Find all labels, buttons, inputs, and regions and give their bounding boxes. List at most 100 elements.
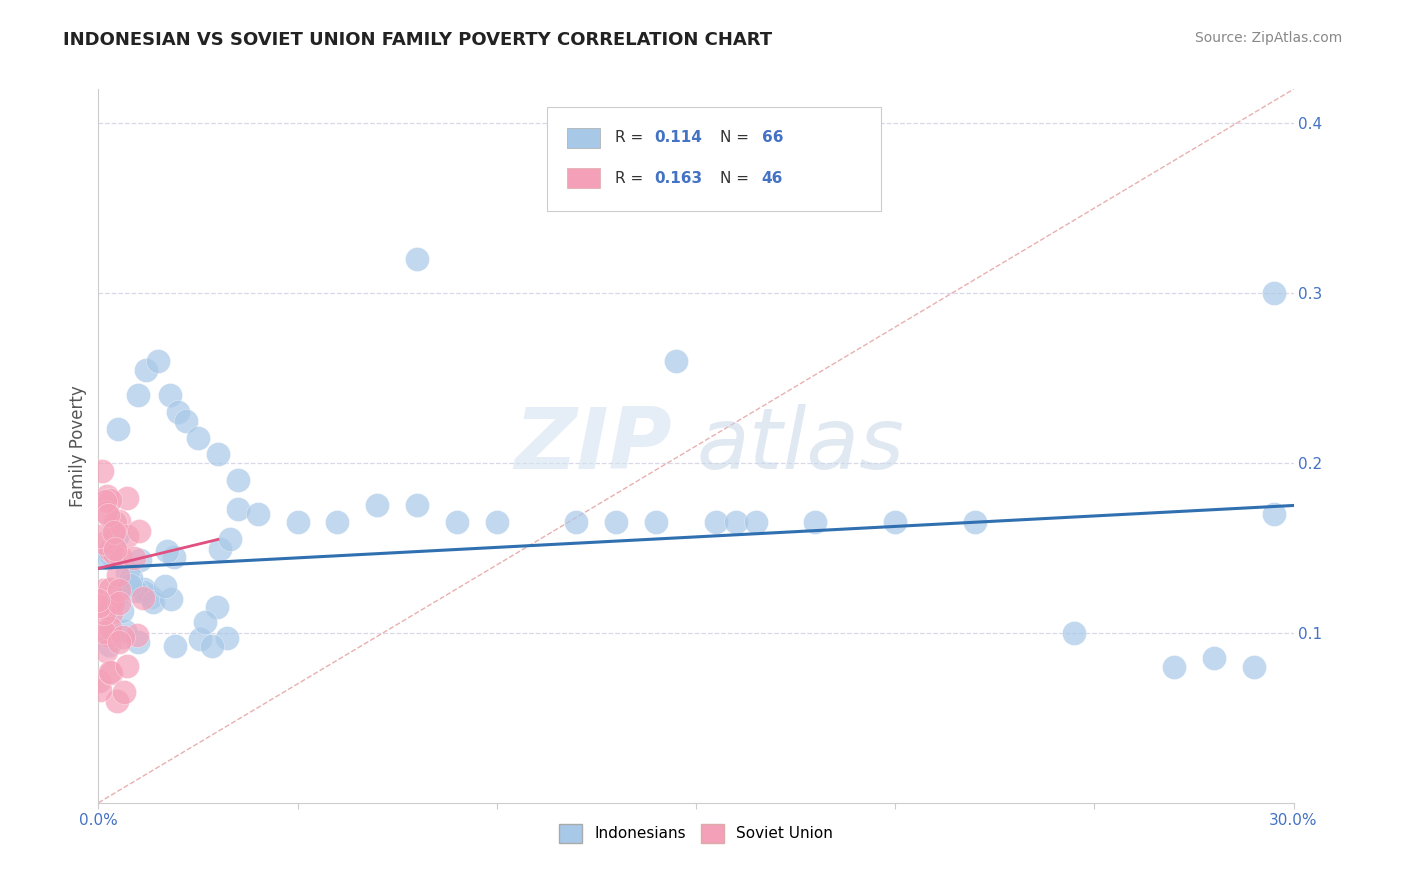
Point	[96, 644, 118, 658]
Point	[1202, 651, 1225, 665]
Point	[605, 516, 627, 530]
Point	[366, 499, 388, 513]
Point	[96, 508, 118, 522]
Point	[115, 491, 138, 505]
Point	[117, 529, 139, 543]
Point	[107, 586, 129, 600]
Point	[745, 516, 768, 530]
Point	[155, 579, 177, 593]
Point	[163, 550, 186, 565]
Point	[326, 516, 349, 530]
Point	[287, 516, 309, 530]
Point	[148, 354, 170, 368]
Y-axis label: Family Poverty: Family Poverty	[69, 385, 87, 507]
Point	[208, 542, 231, 557]
Point	[565, 516, 588, 530]
Point	[226, 473, 249, 487]
Point	[110, 604, 132, 618]
Point	[194, 615, 217, 629]
Point	[188, 632, 211, 646]
Text: INDONESIAN VS SOVIET UNION FAMILY POVERTY CORRELATION CHART: INDONESIAN VS SOVIET UNION FAMILY POVERT…	[63, 31, 772, 49]
Point	[187, 430, 209, 444]
Point	[98, 665, 121, 679]
Point	[174, 413, 197, 427]
Text: 46: 46	[762, 171, 783, 186]
Point	[118, 578, 141, 592]
Point	[1263, 507, 1285, 521]
Point	[97, 639, 120, 653]
Point	[1263, 286, 1285, 301]
Point	[665, 354, 688, 368]
Point	[131, 591, 153, 605]
Point	[97, 628, 120, 642]
Point	[89, 682, 111, 697]
Point	[105, 693, 128, 707]
FancyBboxPatch shape	[567, 128, 600, 148]
Point	[101, 524, 124, 539]
Text: 0.163: 0.163	[654, 171, 702, 186]
Point	[125, 628, 148, 642]
Point	[155, 544, 177, 558]
FancyBboxPatch shape	[567, 169, 600, 188]
Point	[108, 582, 131, 597]
Point	[91, 582, 114, 597]
Point	[100, 543, 122, 558]
Point	[160, 592, 183, 607]
Point	[406, 499, 429, 513]
Point	[103, 524, 125, 539]
Point	[167, 405, 190, 419]
Point	[107, 422, 129, 436]
Point	[89, 528, 111, 542]
Point	[132, 582, 155, 597]
Point	[645, 516, 668, 530]
Point	[485, 516, 508, 530]
Point	[103, 546, 125, 560]
Point	[91, 465, 114, 479]
Point	[1243, 660, 1265, 674]
Text: N =: N =	[720, 171, 754, 186]
Point	[127, 388, 149, 402]
Point	[108, 514, 131, 528]
Point	[159, 388, 181, 402]
Point	[104, 541, 127, 556]
Text: R =: R =	[614, 130, 648, 145]
Point	[446, 516, 468, 530]
Point	[963, 516, 986, 530]
Point	[165, 640, 187, 654]
Point	[87, 592, 110, 607]
Point	[132, 584, 155, 599]
Point	[93, 536, 115, 550]
Point	[207, 448, 229, 462]
Point	[201, 639, 224, 653]
Point	[100, 606, 122, 620]
Point	[101, 595, 124, 609]
Point	[125, 584, 148, 599]
Point	[406, 252, 429, 266]
Point	[98, 621, 121, 635]
FancyBboxPatch shape	[547, 107, 882, 211]
Point	[115, 658, 138, 673]
Point	[98, 547, 121, 561]
Point	[207, 599, 229, 614]
Point	[120, 571, 142, 585]
Point	[111, 630, 134, 644]
Point	[108, 596, 131, 610]
Point	[112, 685, 135, 699]
Point	[142, 595, 165, 609]
Point	[93, 624, 115, 639]
Point	[724, 516, 747, 530]
Point	[804, 516, 827, 530]
Point	[884, 516, 907, 530]
Text: 0.114: 0.114	[654, 130, 702, 145]
Text: 66: 66	[762, 130, 783, 145]
Point	[115, 566, 138, 580]
Point	[128, 524, 150, 538]
Point	[98, 582, 121, 597]
Point	[105, 528, 128, 542]
Point	[108, 549, 131, 563]
Point	[122, 550, 145, 565]
Point	[94, 494, 117, 508]
Point	[101, 593, 124, 607]
Point	[1063, 626, 1085, 640]
Point	[108, 635, 131, 649]
